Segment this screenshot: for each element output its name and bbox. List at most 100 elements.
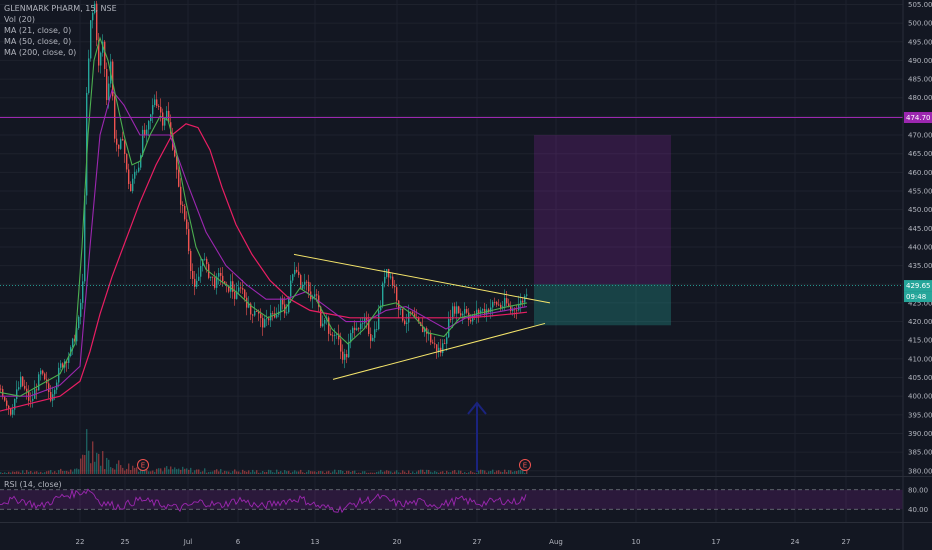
volume-bar	[506, 471, 508, 474]
candle-body	[324, 319, 326, 324]
volume-bar	[286, 471, 288, 474]
candle-body	[302, 284, 304, 289]
volume-bar	[204, 468, 206, 474]
x-tick-label: 27	[842, 538, 851, 546]
candle-body	[148, 121, 150, 130]
candle-body	[512, 308, 514, 312]
candle-body	[268, 318, 270, 321]
volume-bar	[36, 471, 38, 474]
candle-body	[222, 275, 224, 282]
volume-bar	[442, 471, 444, 474]
candle-body	[260, 313, 262, 319]
volume-bar	[344, 473, 346, 474]
volume-bar	[38, 472, 40, 474]
volume-bar	[62, 471, 64, 474]
volume-bar	[8, 471, 10, 474]
candle-body	[124, 140, 126, 155]
volume-bar	[330, 472, 332, 474]
volume-bar	[466, 473, 468, 474]
legend-ma21[interactable]: MA (21, close, 0)	[4, 26, 72, 35]
volume-bar	[524, 472, 526, 474]
candle-body	[298, 271, 300, 276]
volume-bar	[180, 469, 182, 474]
candle-body	[78, 316, 80, 329]
volume-bar	[86, 429, 88, 474]
volume-bar	[418, 470, 420, 474]
candle-body	[196, 280, 198, 287]
volume-bar	[314, 471, 316, 474]
volume-bar	[250, 472, 252, 474]
candle-body	[22, 376, 24, 386]
candle-body	[156, 99, 158, 106]
volume-bar	[276, 469, 278, 474]
volume-bar	[110, 467, 112, 474]
resistance-price-tag	[904, 112, 932, 124]
volume-bar	[228, 471, 230, 474]
candle-body	[10, 408, 12, 415]
volume-bar	[240, 472, 242, 474]
volume-bar	[338, 470, 340, 474]
candle-body	[308, 281, 310, 292]
volume-bar	[342, 471, 344, 474]
triangle-upper	[293, 253, 551, 304]
candle-body	[338, 333, 340, 340]
y-tick-label: 440.00	[908, 243, 932, 251]
volume-bar	[428, 469, 430, 474]
candle-body	[186, 219, 188, 230]
candle-body	[84, 195, 86, 282]
volume-bar	[438, 472, 440, 474]
volume-bar	[162, 471, 164, 474]
volume-bar	[66, 470, 68, 474]
candle-body	[482, 309, 484, 311]
candle-body	[492, 301, 494, 308]
candle-body	[456, 306, 458, 314]
volume-bar	[156, 468, 158, 474]
candle-body	[44, 373, 46, 380]
volume-bar	[248, 470, 250, 474]
legend-symbol[interactable]: GLENMARK PHARM, 15, NSE	[4, 4, 117, 13]
legend-ma200[interactable]: MA (200, close, 0)	[4, 48, 77, 57]
candle-body	[26, 388, 28, 392]
volume-bar	[318, 471, 320, 474]
y-tick-label: 380.00	[908, 467, 932, 475]
legend-ma50[interactable]: MA (50, close, 0)	[4, 37, 72, 46]
volume-bar	[92, 441, 94, 474]
rsi-legend[interactable]: RSI (14, close)	[4, 480, 62, 489]
volume-bar	[420, 469, 422, 474]
volume-bar	[148, 471, 150, 474]
candle-body	[500, 304, 502, 309]
rsi-pane	[0, 488, 903, 514]
candle-body	[54, 389, 56, 395]
candle-body	[460, 313, 462, 316]
volume-bar	[220, 469, 222, 474]
volume-bar	[362, 471, 364, 474]
volume-bar	[272, 472, 274, 474]
candle-body	[490, 307, 492, 313]
volume-bar	[452, 470, 454, 474]
event-marker	[137, 459, 149, 471]
legend-vol[interactable]: Vol (20)	[4, 15, 35, 24]
candle-body	[238, 287, 240, 292]
candle-body	[200, 266, 202, 277]
candle-body	[340, 339, 342, 352]
candle-body	[504, 298, 506, 307]
volume-bar	[70, 469, 72, 474]
candle-body	[454, 306, 456, 314]
y-tick-label: 410.00	[908, 355, 932, 363]
candle-body	[6, 400, 8, 406]
candle-body	[60, 363, 62, 368]
volume-bar	[378, 471, 380, 474]
volume-bar	[22, 470, 24, 474]
candle-body	[510, 306, 512, 312]
volume-bar	[172, 469, 174, 474]
volume-bar	[490, 471, 492, 474]
volume-bar	[192, 472, 194, 474]
candle-body	[364, 318, 366, 324]
volume-bar	[486, 472, 488, 474]
volume-bar	[42, 472, 44, 474]
volume-bar	[78, 469, 80, 474]
volume-bar	[520, 470, 522, 474]
y-tick-label: 390.00	[908, 430, 932, 438]
event-marker-label: E	[523, 462, 527, 470]
